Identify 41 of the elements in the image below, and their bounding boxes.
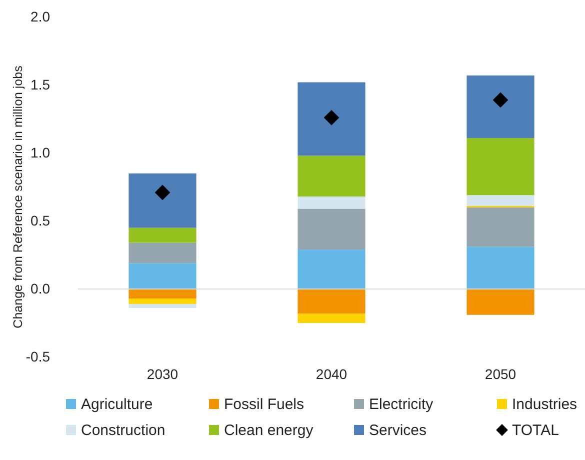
bar xyxy=(466,289,534,315)
legend-label: Clean energy xyxy=(224,422,314,439)
bar xyxy=(128,298,196,304)
x-tick-label: 2050 xyxy=(484,366,516,382)
x-tick-label: 2030 xyxy=(146,366,178,382)
bar xyxy=(128,228,196,243)
legend-label: Industries xyxy=(512,396,578,413)
bar xyxy=(128,289,196,299)
bar xyxy=(298,156,366,197)
bar xyxy=(128,304,196,308)
bar xyxy=(466,195,534,206)
bar xyxy=(128,263,196,289)
point xyxy=(324,110,340,126)
x-tick-label: 2040 xyxy=(316,366,348,382)
legend-label: Electricity xyxy=(369,396,434,413)
bar xyxy=(298,250,366,289)
bar xyxy=(298,289,366,314)
y-axis-title: Change from Reference scenario in million jobs xyxy=(11,66,25,328)
bar xyxy=(466,207,534,247)
legend-label: Services xyxy=(369,422,427,439)
bar xyxy=(128,242,196,264)
bar xyxy=(298,82,366,156)
point xyxy=(154,184,170,200)
y-tick-label: 2.0 xyxy=(30,8,50,24)
y-tick-label: 0.0 xyxy=(30,280,50,296)
y-tick-label: -0.5 xyxy=(26,348,50,364)
bar xyxy=(298,313,366,323)
bar xyxy=(298,208,366,250)
bar xyxy=(466,75,534,138)
legend-label: Construction xyxy=(81,422,166,439)
legend-label: Agriculture xyxy=(81,396,153,413)
bar xyxy=(128,173,196,228)
point xyxy=(492,92,508,108)
legend-label: Fossil Fuels xyxy=(224,396,304,413)
legend-label: TOTAL xyxy=(512,422,559,439)
bar xyxy=(466,138,534,196)
y-tick-label: 1.5 xyxy=(30,76,50,92)
y-tick-label: 0.5 xyxy=(30,212,50,228)
y-tick-label: 1.0 xyxy=(30,144,50,160)
bar xyxy=(298,196,366,209)
bar xyxy=(466,246,534,289)
